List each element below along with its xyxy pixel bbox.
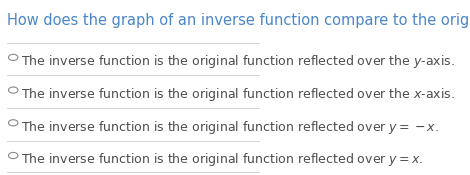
Text: How does the graph of an inverse function compare to the original function?: How does the graph of an inverse functio… [7,13,470,29]
Text: The inverse function is the original function reflected over $\mathbf{\mathit{y}: The inverse function is the original fun… [21,118,439,135]
Text: The inverse function is the original function reflected over $\mathbf{\mathit{y}: The inverse function is the original fun… [21,151,424,168]
Text: The inverse function is the original function reflected over the $\mathit{x}$-ax: The inverse function is the original fun… [21,86,455,103]
Text: The inverse function is the original function reflected over the $\mathit{y}$-ax: The inverse function is the original fun… [21,53,455,70]
